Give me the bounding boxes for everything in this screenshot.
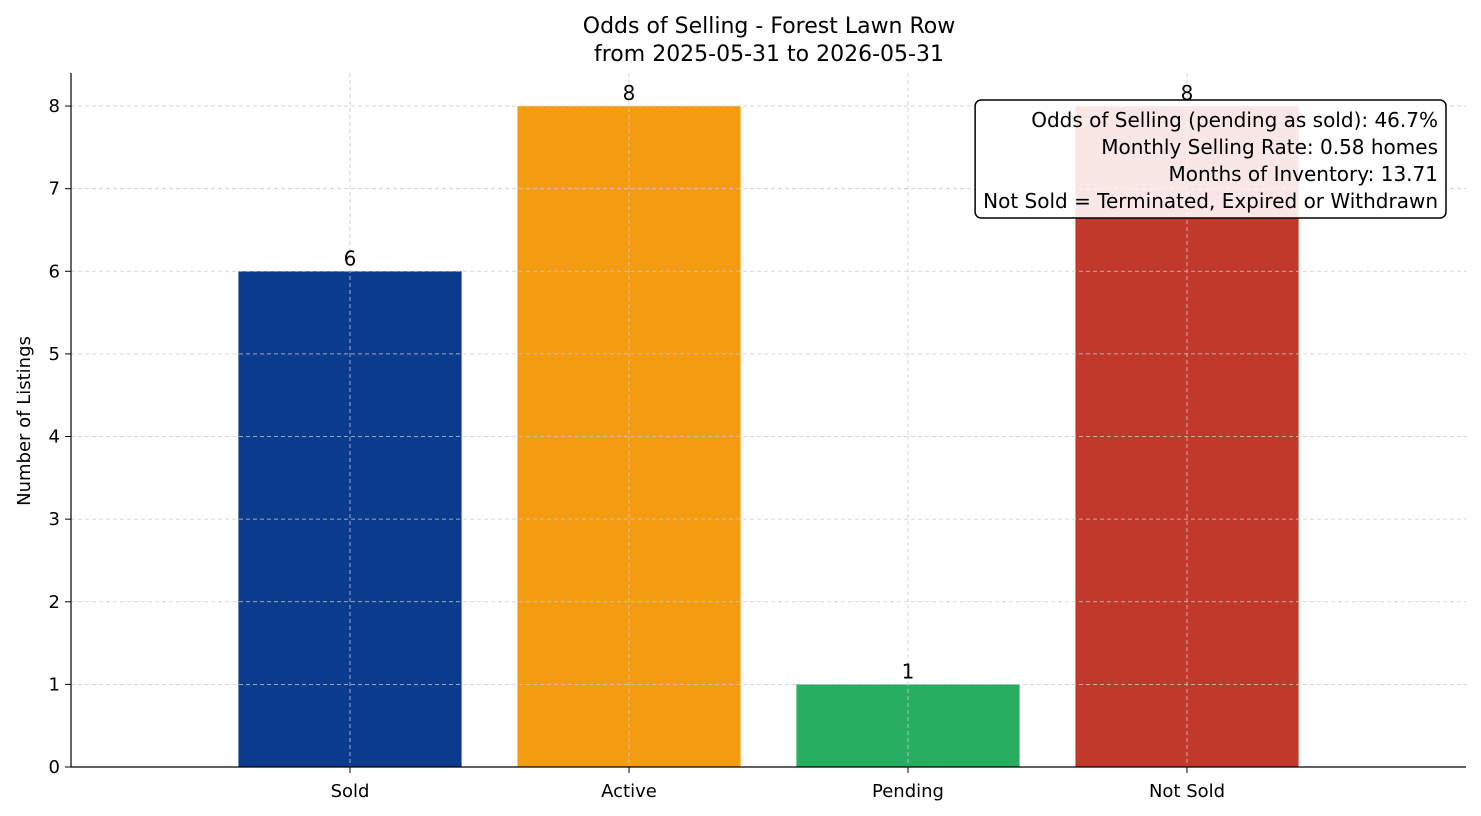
bar-value-label: 1 (902, 659, 915, 683)
y-tick-label: 1 (49, 674, 60, 695)
bar-value-label: 6 (344, 246, 357, 270)
y-axis-label: Number of Listings (14, 336, 35, 506)
x-tick-label: Sold (331, 781, 370, 802)
y-tick-label: 2 (49, 592, 60, 613)
chart-title: Odds of Selling - Forest Lawn Row (583, 14, 956, 39)
annotation-line: Odds of Selling (pending as sold): 46.7% (1031, 108, 1438, 132)
x-tick-label: Not Sold (1149, 781, 1225, 802)
stats-annotation-box: Odds of Selling (pending as sold): 46.7%… (974, 99, 1447, 219)
tick-labels: 0 1 2 3 4 5 6 7 8 Sold Active Pending Not Sold (49, 96, 1226, 802)
y-tick-label: 4 (49, 427, 60, 448)
x-tick-label: Pending (872, 781, 944, 802)
y-tick-label: 0 (49, 757, 60, 778)
chart-subtitle: from 2025-05-31 to 2026-05-31 (594, 42, 944, 67)
bar-value-labels: 6 8 1 8 (344, 81, 1194, 683)
y-tick-label: 7 (49, 179, 60, 200)
x-tick-label: Active (601, 781, 657, 802)
annotation-box (974, 99, 1447, 219)
y-tick-label: 6 (49, 261, 60, 282)
bar-value-label: 8 (623, 81, 636, 105)
annotation-line: Not Sold = Terminated, Expired or Withdr… (983, 189, 1438, 213)
bar-value-label: 8 (1181, 81, 1194, 105)
y-tick-label: 8 (49, 96, 60, 117)
annotation-line: Monthly Selling Rate: 0.58 homes (1101, 135, 1438, 159)
y-tick-label: 3 (49, 509, 60, 530)
annotation-line: Months of Inventory: 13.71 (1168, 162, 1438, 186)
y-tick-label: 5 (49, 344, 60, 365)
